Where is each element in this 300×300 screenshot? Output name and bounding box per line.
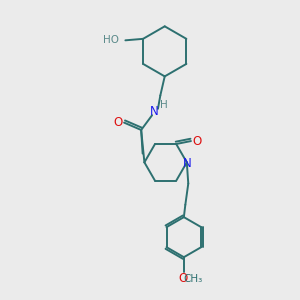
Text: HO: HO	[103, 35, 119, 45]
Text: H: H	[160, 100, 168, 110]
Text: N: N	[183, 157, 192, 170]
Text: O: O	[113, 116, 122, 128]
Text: N: N	[149, 105, 158, 118]
Text: O: O	[193, 135, 202, 148]
Text: O: O	[178, 272, 188, 286]
Text: CH₃: CH₃	[184, 274, 203, 284]
